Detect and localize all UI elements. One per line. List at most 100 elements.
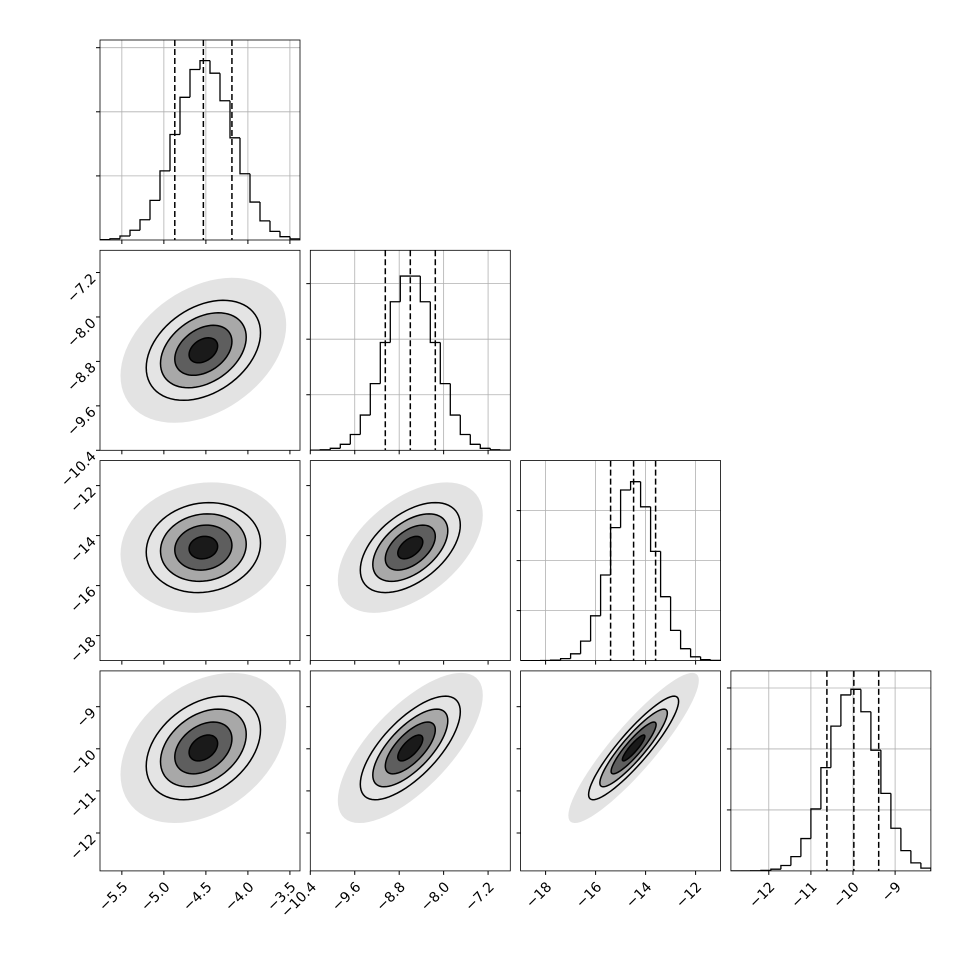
histogram-bin bbox=[329, 447, 341, 450]
histogram-bin bbox=[279, 231, 290, 238]
contour bbox=[397, 734, 424, 762]
histogram-bin bbox=[419, 276, 431, 303]
histogram-bin bbox=[870, 711, 881, 751]
panel bbox=[730, 670, 931, 871]
histogram-bin bbox=[469, 434, 481, 445]
histogram-bin bbox=[599, 574, 611, 616]
y-tick-label: −9.6 bbox=[64, 404, 99, 439]
histogram-bin bbox=[459, 415, 471, 436]
histogram-bin bbox=[569, 653, 581, 659]
histogram-bin bbox=[229, 100, 240, 139]
panel-frame bbox=[99, 249, 301, 451]
contour bbox=[188, 535, 219, 560]
histogram-bin bbox=[359, 414, 371, 435]
y-tick-label: −8.8 bbox=[64, 360, 99, 395]
density-fill bbox=[189, 536, 218, 559]
panel bbox=[337, 672, 483, 824]
histogram-bin bbox=[349, 433, 361, 445]
histogram-bin bbox=[770, 868, 781, 871]
panel-frame bbox=[99, 670, 301, 872]
contour bbox=[587, 695, 680, 801]
x-tick-label: −5.0 bbox=[138, 879, 173, 914]
histogram-bin bbox=[149, 199, 160, 220]
histogram-bin bbox=[689, 648, 701, 658]
histogram-bin bbox=[209, 60, 220, 74]
x-tick-label: −8.0 bbox=[418, 879, 453, 914]
contour bbox=[384, 721, 437, 775]
x-tick-label: −8.8 bbox=[373, 879, 408, 914]
density-fill bbox=[189, 735, 218, 761]
histogram-bin bbox=[439, 342, 451, 385]
histogram-bin bbox=[609, 526, 621, 575]
histogram-bin bbox=[189, 68, 200, 98]
x-tick-label: −16 bbox=[573, 879, 605, 911]
histogram-bin bbox=[629, 481, 641, 490]
histogram-bin bbox=[489, 448, 501, 451]
contour bbox=[174, 721, 233, 775]
y-tick-label: −11 bbox=[67, 789, 99, 821]
histogram-bin bbox=[239, 137, 250, 175]
histogram-bin bbox=[399, 275, 411, 302]
panel-frame bbox=[520, 670, 721, 872]
y-tick-label: −10 bbox=[67, 747, 99, 779]
panel bbox=[120, 672, 287, 824]
histogram-bin bbox=[219, 73, 230, 102]
x-tick-label: −18 bbox=[523, 879, 555, 911]
y-tick-label: −7.2 bbox=[64, 271, 99, 306]
contour bbox=[372, 708, 449, 788]
histogram-bin bbox=[559, 657, 571, 661]
contour bbox=[188, 337, 219, 364]
contour bbox=[145, 695, 262, 801]
panel-frame bbox=[309, 460, 511, 662]
contour bbox=[359, 695, 462, 801]
x-tick-label: −12 bbox=[746, 879, 778, 911]
contour bbox=[145, 501, 262, 594]
x-tick-label: −9.6 bbox=[329, 879, 364, 914]
histogram-bin bbox=[910, 850, 921, 864]
panel bbox=[120, 277, 287, 423]
panel bbox=[337, 482, 483, 613]
panel bbox=[310, 250, 511, 451]
histogram-bin bbox=[890, 793, 901, 829]
contour bbox=[174, 524, 233, 571]
histogram-bin bbox=[699, 656, 711, 661]
histogram-bin bbox=[860, 689, 871, 713]
panel-frame bbox=[99, 39, 301, 241]
histogram-bin bbox=[579, 640, 591, 654]
x-tick-label: −10 bbox=[830, 879, 862, 911]
x-tick-label: −4.0 bbox=[222, 879, 257, 914]
x-tick-label: −11 bbox=[788, 879, 820, 911]
density-fill bbox=[622, 735, 645, 761]
y-tick-label: −12 bbox=[67, 831, 99, 863]
y-tick-label: −16 bbox=[67, 584, 99, 616]
histogram-bin bbox=[379, 341, 391, 384]
y-tick-label: −8.0 bbox=[64, 315, 99, 350]
histogram-bin bbox=[129, 229, 140, 237]
contour bbox=[610, 721, 657, 775]
histogram-bin bbox=[850, 688, 861, 695]
x-tick-label: −7.2 bbox=[462, 879, 497, 914]
x-tick-label: −5.5 bbox=[96, 879, 131, 914]
histogram-bin bbox=[800, 837, 811, 857]
histogram-bin bbox=[900, 828, 911, 852]
panel bbox=[568, 672, 699, 824]
histogram-bin bbox=[649, 506, 661, 553]
histogram-bin bbox=[780, 864, 791, 870]
panel bbox=[120, 482, 287, 613]
histogram-bin bbox=[840, 694, 851, 727]
histogram-bin bbox=[479, 444, 491, 449]
panel-frame bbox=[99, 460, 301, 662]
histogram-bin bbox=[679, 630, 691, 650]
y-tick-label: −10.4 bbox=[58, 449, 100, 491]
histogram-bin bbox=[109, 238, 120, 240]
y-tick-label: −9 bbox=[74, 705, 100, 731]
x-tick-label: −12 bbox=[673, 879, 705, 911]
histogram-bin bbox=[659, 551, 671, 598]
contour bbox=[174, 324, 233, 377]
y-tick-label: −12 bbox=[67, 484, 99, 516]
histogram-bin bbox=[249, 173, 260, 203]
panel bbox=[520, 460, 721, 661]
histogram-bin bbox=[449, 383, 461, 416]
x-tick-label: −9 bbox=[879, 879, 905, 905]
